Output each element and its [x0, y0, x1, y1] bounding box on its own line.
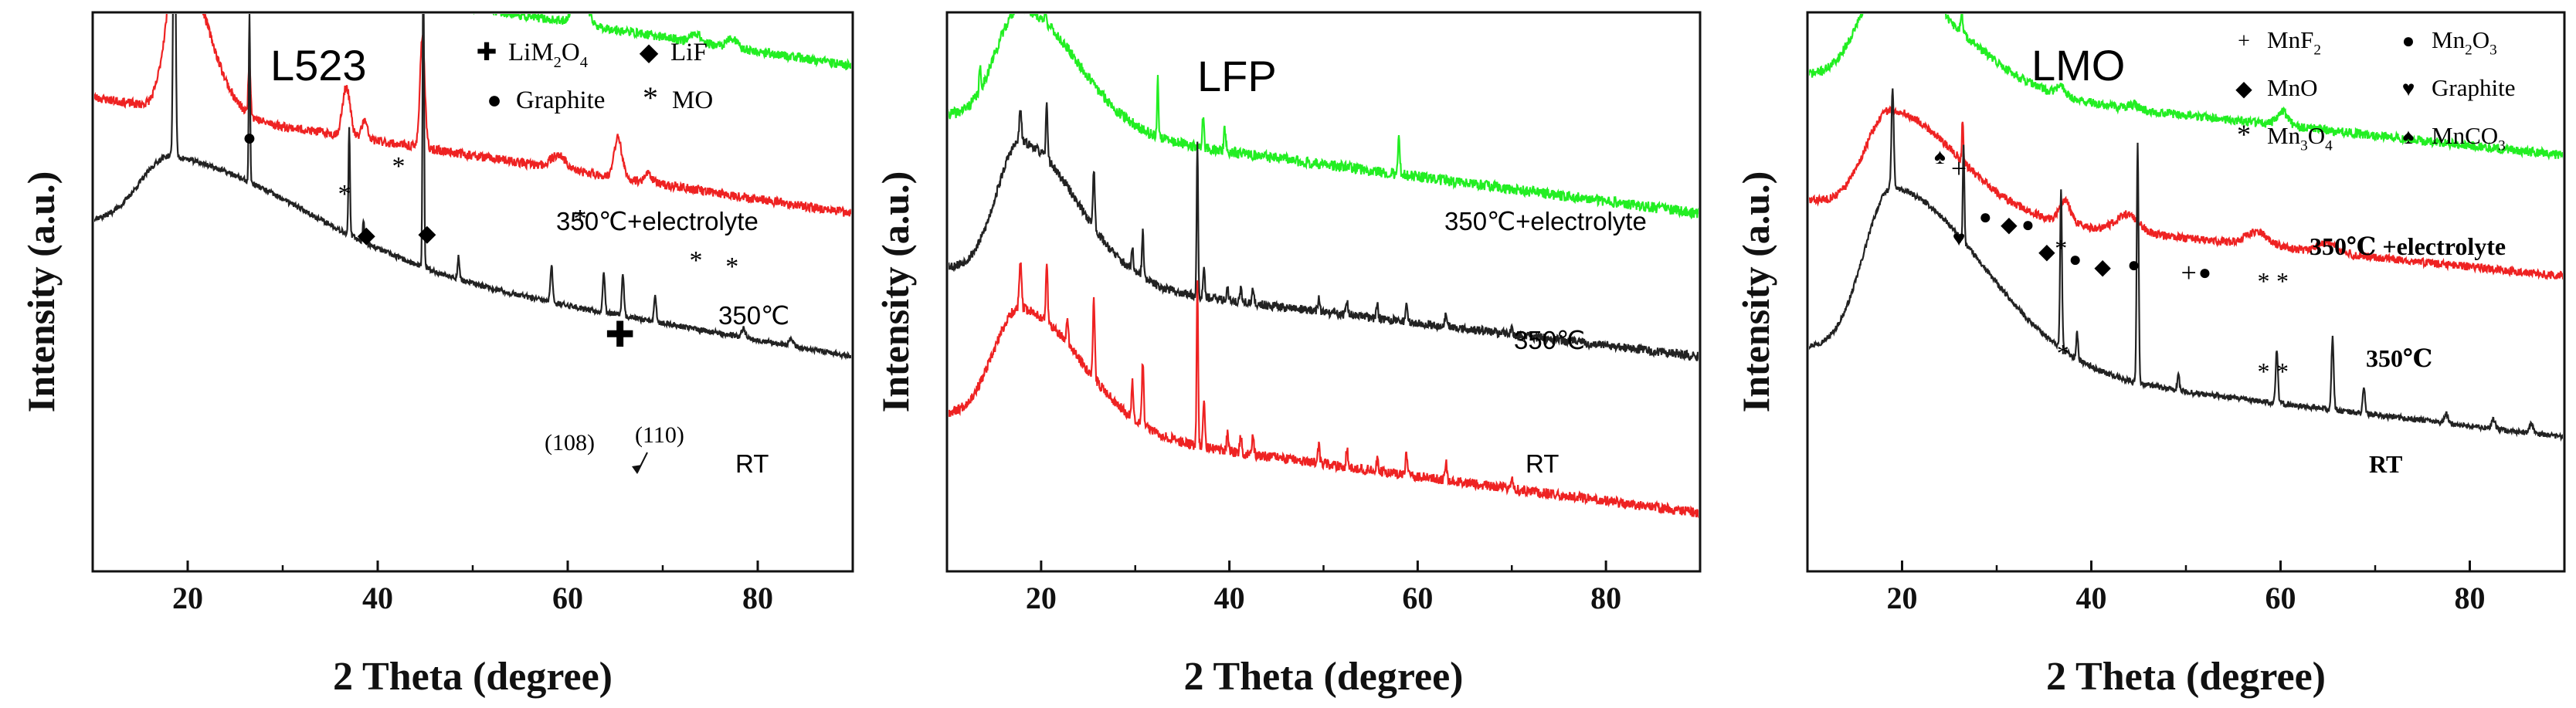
phase-marker: ●	[2127, 253, 2140, 277]
phase-marker: ◆	[2001, 213, 2018, 237]
legend-label: Mn3O4	[2267, 122, 2333, 154]
series-label-2: 350℃	[2366, 344, 2432, 372]
y-axis-title: Intensity (a.u.)	[1734, 171, 1777, 413]
panel-title: L523	[270, 41, 367, 90]
y-axis-title: Intensity (a.u.)	[19, 171, 63, 413]
x-tick-label: 60	[2265, 581, 2296, 615]
phase-marker: ●	[2198, 261, 2211, 285]
legend-symbol: ◆	[640, 38, 659, 66]
series-label-3: RT	[2369, 450, 2402, 478]
phase-marker: *	[2257, 357, 2269, 385]
series-label-1: 350℃+electrolyte	[1444, 207, 1647, 235]
phase-marker: *	[338, 180, 351, 208]
x-tick-label: 20	[1887, 581, 1918, 615]
x-axis-title: 2 Theta (degree)	[2046, 655, 2326, 699]
legend-label: MnF2	[2267, 26, 2321, 59]
legend-symbol: ✚	[477, 38, 497, 66]
series-line-1	[473, 14, 851, 71]
phase-marker: *	[2276, 267, 2289, 295]
peak-label-110: (110)	[635, 422, 684, 448]
x-tick-label: 20	[172, 581, 203, 615]
peak-label-108: (108)	[545, 430, 595, 456]
x-tick-label: 80	[1590, 581, 1621, 615]
x-tick-label: 20	[1026, 581, 1057, 615]
phase-marker: ◆	[2094, 256, 2111, 279]
legend-symbol: +	[2238, 29, 2250, 53]
series-label-2: 350℃	[1514, 326, 1585, 354]
series-line-1	[1809, 14, 2563, 161]
x-axis-title: 2 Theta (degree)	[333, 655, 613, 699]
series-label-1: 350℃+electrolyte	[556, 207, 759, 235]
legend-symbol: ♥	[2402, 77, 2415, 101]
phase-marker: ●	[2069, 248, 2082, 272]
phase-marker: ♠	[1934, 145, 1946, 169]
x-tick-label: 40	[362, 581, 393, 615]
legend-symbol: ◆	[2235, 77, 2252, 101]
phase-marker: *	[2276, 357, 2289, 385]
legend-label: MO	[672, 86, 713, 114]
panel-lmo: 20 40 60 80 2 Theta (degree) Intensity (a.u.)…	[1734, 11, 2566, 699]
phase-marker: ●	[1979, 205, 1992, 229]
legend-label: MnO	[2267, 74, 2317, 101]
panel-title: LMO	[2031, 41, 2125, 90]
x-axis-title: 2 Theta (degree)	[1184, 655, 1464, 699]
x-tick-label: 60	[1402, 581, 1433, 615]
peak-arrowhead	[632, 465, 642, 474]
y-axis-title: Intensity (a.u.)	[874, 171, 917, 413]
x-tick-label: 80	[742, 581, 773, 615]
phase-marker: *	[392, 152, 406, 181]
series-label-1: 350℃ +electrolyte	[2310, 232, 2506, 260]
legend-label: Graphite	[516, 86, 605, 114]
phase-marker: *	[2055, 234, 2067, 262]
panel-title: LFP	[1197, 52, 1277, 100]
legend-symbol: ●	[2402, 29, 2415, 53]
series-line-2	[94, 14, 851, 217]
phase-marker: ✚	[605, 315, 635, 354]
series-line-3	[94, 14, 851, 361]
series-label-2: 350℃	[718, 301, 789, 330]
legend-symbol: ●	[487, 86, 501, 113]
plot-frame	[91, 11, 854, 573]
legend-label: LiF	[670, 39, 708, 66]
phase-marker: ●	[2021, 213, 2035, 237]
series-line-2	[949, 102, 1699, 361]
phase-marker: ♥	[1953, 227, 1966, 251]
phase-marker: +	[2181, 257, 2197, 288]
phase-marker: ◆	[358, 222, 375, 248]
x-tick-label: 80	[2455, 581, 2486, 615]
phase-marker: ◆	[2038, 240, 2055, 264]
phase-marker: *	[690, 246, 703, 275]
phase-marker: +	[1951, 153, 1967, 184]
series-line-2	[1809, 105, 2563, 280]
series-label-3: RT	[735, 449, 769, 478]
x-tick-label: 40	[2076, 581, 2107, 615]
x-tick-label: 40	[1214, 581, 1245, 615]
phase-marker: *	[2257, 267, 2269, 295]
legend-symbol: *	[2237, 119, 2251, 150]
phase-marker: *	[2057, 339, 2069, 367]
x-tick-label: 60	[552, 581, 583, 615]
series-line-1	[949, 14, 1699, 220]
legend-symbol: *	[643, 80, 658, 115]
plot-frame	[945, 11, 1702, 573]
series-line-3	[949, 262, 1699, 519]
legend-label: MnCO3	[2432, 122, 2506, 154]
legend-label: LiM2O4	[508, 39, 588, 71]
panel-lfp: 20 40 60 80 2 Theta (degree) Intensity (a.u.)…	[874, 11, 1702, 699]
series-line-3	[1809, 88, 2563, 442]
phase-marker: *	[573, 205, 586, 233]
series-label-3: RT	[1526, 449, 1559, 478]
phase-marker: *	[725, 252, 738, 281]
legend-label: Mn2O3	[2432, 26, 2497, 59]
phase-marker: ◆	[418, 221, 436, 246]
panel-l523: 20 40 60 80 2 Theta (degree) Intensity (a.u.)…	[19, 11, 854, 699]
legend-label: Graphite	[2432, 74, 2515, 101]
legend-symbol: ♠	[2403, 125, 2415, 149]
phase-marker: ●	[243, 125, 256, 151]
